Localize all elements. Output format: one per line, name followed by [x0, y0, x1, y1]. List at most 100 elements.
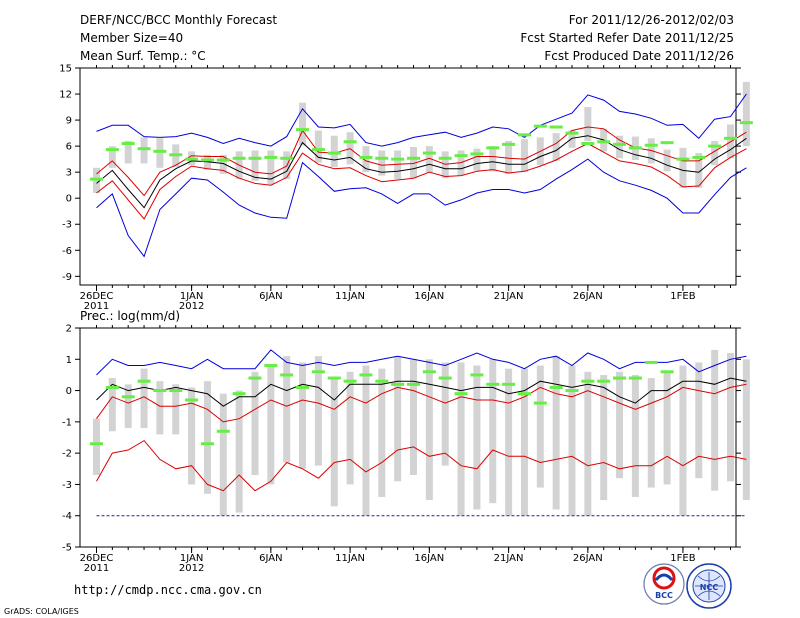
obs-marker	[296, 385, 310, 389]
obs-marker	[216, 429, 230, 433]
x-tick-label: 16JAN	[414, 291, 444, 302]
spread-box	[330, 378, 338, 507]
obs-marker	[327, 151, 341, 155]
obs-marker	[200, 158, 214, 162]
obs-marker	[264, 364, 278, 368]
y-tick-label: 0	[66, 386, 72, 397]
obs-marker	[391, 382, 405, 386]
obs-marker	[454, 392, 468, 396]
spread-box	[124, 384, 132, 429]
obs-marker	[613, 376, 627, 380]
y-tick-label: -3	[62, 220, 72, 231]
y-tick-label: -5	[62, 543, 72, 554]
spread-box	[378, 368, 386, 497]
obs-marker	[248, 376, 262, 380]
obs-marker	[296, 128, 310, 132]
x-tick-year: 2011	[84, 301, 109, 312]
obs-marker	[280, 373, 294, 377]
spread-box	[362, 365, 370, 516]
obs-marker	[359, 155, 373, 159]
spread-box	[473, 148, 481, 171]
footer-url[interactable]: http://cmdp.ncc.cma.gov.cn	[74, 583, 262, 597]
spread-box	[536, 365, 544, 488]
spread-box	[695, 362, 703, 479]
x-tick-year: 2012	[179, 563, 204, 574]
spread-box	[251, 150, 259, 181]
y-tick-label: 1	[66, 355, 72, 366]
obs-marker	[105, 148, 119, 152]
spread-box	[473, 365, 481, 510]
spread-box	[267, 150, 275, 185]
header-produced-date: Fcst Produced Date 2011/12/26	[544, 49, 734, 63]
spread-box	[267, 365, 275, 485]
spread-box	[140, 368, 148, 429]
obs-marker	[359, 373, 373, 377]
spread-box	[489, 359, 497, 504]
obs-marker	[422, 370, 436, 374]
obs-marker	[422, 151, 436, 155]
spread-box	[172, 384, 180, 435]
obs-marker	[137, 147, 151, 151]
series-line-lower-pct	[96, 439, 747, 492]
spread-box	[314, 130, 322, 163]
x-tick-label: 21JAN	[494, 291, 524, 302]
ncc-logo-text: NCC	[700, 583, 719, 592]
obs-marker	[739, 121, 753, 125]
x-tick-label: 26DEC	[80, 291, 114, 302]
spread-box	[394, 356, 402, 482]
obs-marker	[311, 148, 325, 152]
spread-box	[600, 374, 608, 501]
y-tick-label: -2	[62, 449, 72, 460]
obs-marker	[470, 152, 484, 156]
obs-marker	[644, 143, 658, 147]
x-tick-label: 1FEB	[670, 553, 695, 564]
obs-marker	[248, 156, 262, 160]
obs-marker	[327, 376, 341, 380]
spread-box	[188, 387, 196, 485]
spread-box	[108, 378, 116, 432]
obs-marker	[549, 125, 563, 129]
spread-box	[410, 146, 417, 179]
obs-marker	[692, 155, 706, 159]
spread-box	[425, 359, 433, 501]
ncc-logo: NCC	[686, 563, 732, 609]
obs-marker	[438, 156, 452, 160]
spread-box	[742, 359, 750, 501]
spread-box	[283, 356, 291, 463]
obs-marker	[137, 379, 151, 383]
y-tick-label: -9	[62, 272, 72, 283]
obs-marker	[169, 389, 183, 393]
spread-box	[219, 154, 227, 174]
bcc-logo-text: BCC	[655, 591, 673, 600]
obs-marker	[200, 442, 214, 446]
spread-box	[520, 368, 528, 516]
obs-marker	[676, 157, 690, 161]
spread-box	[457, 362, 465, 516]
spread-box	[568, 365, 576, 516]
spread-box	[663, 371, 671, 485]
obs-marker	[185, 157, 199, 161]
obs-marker	[581, 379, 595, 383]
obs-marker	[533, 124, 547, 128]
obs-marker	[153, 149, 167, 153]
x-tick-year: 2011	[84, 563, 109, 574]
spread-box	[584, 107, 592, 141]
spread-box	[552, 133, 560, 161]
spread-box	[410, 359, 417, 476]
obs-marker	[565, 131, 579, 135]
obs-marker	[407, 156, 420, 160]
spread-box	[631, 374, 639, 497]
spread-box	[505, 140, 513, 174]
spread-box	[156, 381, 164, 435]
obs-marker	[185, 398, 199, 402]
precipitation-title: Prec.: log(mm/d)	[80, 309, 180, 323]
spread-box	[299, 362, 307, 469]
spread-box	[425, 146, 433, 173]
spread-box	[140, 137, 148, 164]
y-tick-label: -3	[62, 480, 72, 491]
x-tick-label: 1JAN	[180, 553, 203, 564]
obs-marker	[90, 442, 103, 446]
header-title: DERF/NCC/BCC Monthly Forecast	[80, 13, 277, 27]
